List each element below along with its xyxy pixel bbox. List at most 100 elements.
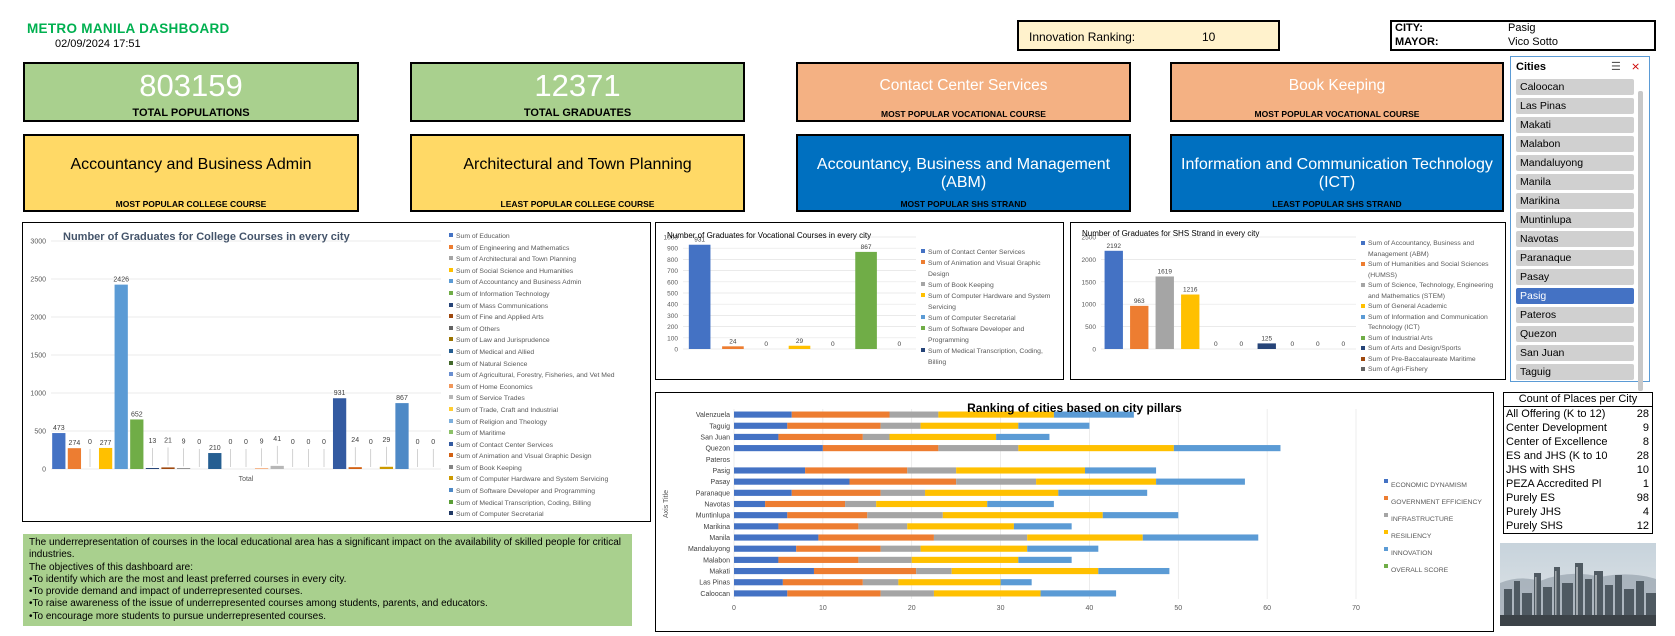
legend-item: INFRASTRUCTURE — [1384, 511, 1493, 528]
data-label: 1216 — [1183, 287, 1198, 294]
slicer-item-malabon[interactable]: Malabon — [1516, 136, 1634, 152]
tick-label: 30 — [997, 605, 1005, 612]
bar-segment — [987, 500, 1054, 508]
category-label: Navotas — [704, 502, 730, 509]
bar-segment — [734, 545, 797, 552]
slicer-item-taguig[interactable]: Taguig — [1516, 364, 1634, 380]
data-label: 0 — [1214, 341, 1218, 348]
slicer-scrollbar[interactable] — [1638, 91, 1643, 391]
legend-item: OVERALL SCORE — [1384, 562, 1493, 579]
bar — [98, 447, 113, 469]
tick-label: 1000 — [1082, 302, 1097, 309]
chart-legend: Sum of Accountancy, Business and Managem… — [1361, 239, 1503, 376]
legend-label: Sum of Agri-Fishery — [1368, 366, 1428, 373]
category-label: Manila — [709, 535, 730, 542]
legend-label: Sum of Medical Transcription, Coding, Bi… — [928, 348, 1043, 366]
slicer-item-paranaque[interactable]: Paranaque — [1516, 250, 1634, 266]
legend-label: Sum of Computer Secretarial — [928, 315, 1016, 322]
bar-segment — [996, 433, 1050, 441]
bar-segment — [858, 523, 908, 530]
data-label: 0 — [244, 439, 248, 446]
bar — [722, 346, 744, 349]
kpi-popular-vocational-2: Book Keeping MOST POPULAR VOCATIONAL COU… — [1170, 62, 1504, 122]
slicer-item-mandaluyong[interactable]: Mandaluyong — [1516, 155, 1634, 171]
category-label: Pasig — [712, 468, 730, 475]
objective-item: •To encourage more students to pursue un… — [29, 610, 327, 622]
legend-swatch — [921, 315, 925, 319]
bar-segment — [805, 467, 908, 474]
slicer-item-makati[interactable]: Makati — [1516, 117, 1634, 133]
city-skyline-image — [1500, 543, 1656, 626]
slicer-item-caloocan[interactable]: Caloocan — [1516, 79, 1634, 95]
legend-label: Sum of Others — [456, 325, 500, 333]
slicer-item-muntinlupa[interactable]: Muntinlupa — [1516, 212, 1634, 228]
slicer-item-pateros[interactable]: Pateros — [1516, 307, 1634, 323]
legend-item: Sum of Science, Technology, Engineering … — [1361, 281, 1503, 302]
vocational-chart-svg: 0 100 200 300 400 500 600 700 800 900 1000 931 24 0 29… — [664, 235, 916, 354]
tick-label: 100 — [667, 335, 678, 342]
slicer-item-quezon[interactable]: Quezon — [1516, 326, 1634, 342]
legend-label: Sum of Information and Communication Tec… — [1368, 313, 1488, 332]
bar-segment — [1058, 489, 1148, 496]
kpi-label: MOST POPULAR VOCATIONAL COURSE — [881, 109, 1046, 119]
legend-label: Sum of Animation and Visual Graphic Desi… — [928, 260, 1041, 278]
legend-swatch — [1361, 314, 1365, 319]
legend-item: Sum of Computer Hardware and System Serv… — [449, 474, 649, 486]
tick-label: 60 — [1263, 605, 1271, 612]
count-places-table: Count of Places per City All Offering (K… — [1503, 392, 1653, 534]
bar-segment — [880, 545, 921, 552]
data-label: 0 — [322, 439, 326, 446]
legend-item: Sum of Service Trades — [449, 393, 649, 405]
bar-segment — [911, 556, 1019, 563]
kpi-total-graduates: 12371 TOTAL GRADUATES — [410, 62, 745, 122]
slicer-item-pasay[interactable]: Pasay — [1516, 269, 1634, 285]
bar-segment — [1098, 567, 1170, 575]
multi-select-icon[interactable]: ☰ — [1611, 61, 1621, 73]
legend-swatch — [449, 325, 453, 330]
slicer-item-manila[interactable]: Manila — [1516, 174, 1634, 190]
innovation-ranking-box: Innovation Ranking: 10 — [1017, 20, 1280, 51]
legend-item: Sum of Social Science and Humanities — [449, 266, 649, 278]
bar-segment — [734, 445, 823, 452]
kpi-value: Book Keeping — [1288, 77, 1386, 94]
slicer-item-pasig[interactable]: Pasig — [1516, 288, 1634, 304]
legend-item: RESILIENCY — [1384, 528, 1493, 545]
objectives-intro: The underrepresentation of courses in th… — [29, 537, 622, 561]
legend-label: Sum of Accountancy, Business and Managem… — [1368, 240, 1475, 258]
bar-segment — [778, 556, 859, 563]
legend-label: Sum of Contact Center Services — [928, 249, 1026, 256]
legend-label: Sum of Software Developer and Programmin… — [928, 326, 1025, 344]
chart-legend: Sum of Education Sum of Engineering and M… — [449, 231, 649, 521]
slicer-item-san-juan[interactable]: San Juan — [1516, 345, 1634, 361]
bar-segment — [787, 590, 881, 597]
slicer-item-navotas[interactable]: Navotas — [1516, 231, 1634, 247]
bar-segment — [1013, 523, 1072, 530]
bar-segment — [734, 590, 788, 597]
legend-label: Sum of Architectural and Town Planning — [456, 256, 577, 264]
bar-segment — [1156, 478, 1245, 485]
bar — [114, 284, 128, 469]
clear-filter-icon[interactable]: ⨯ — [1631, 61, 1641, 73]
data-label: 277 — [100, 440, 112, 447]
legend-swatch — [449, 360, 453, 365]
category-label: Las Pinas — [699, 580, 730, 587]
bar-segment — [1142, 534, 1259, 541]
bar-segment — [862, 433, 890, 441]
data-label: 931 — [334, 390, 346, 397]
bar-segment — [734, 467, 806, 474]
legend-item: Sum of Animation and Visual Graphic Desi… — [921, 258, 1061, 280]
tick-label: 20 — [908, 605, 916, 612]
bar-segment — [1102, 512, 1179, 519]
data-label: 0 — [1239, 341, 1243, 348]
tick-label: 500 — [34, 429, 46, 436]
bar — [270, 465, 284, 469]
bar-segment — [925, 489, 1059, 496]
slicer-item-marikina[interactable]: Marikina — [1516, 193, 1634, 209]
legend-label: Sum of Engineering and Mathematics — [456, 244, 570, 252]
legend-label: OVERALL SCORE — [1391, 567, 1449, 574]
slicer-item-las-pinas[interactable]: Las Pinas — [1516, 98, 1634, 114]
legend-item: Sum of Medical and Allied — [449, 347, 649, 359]
table-row: JHS with SHS 10 — [1504, 463, 1652, 477]
kpi-label: MOST POPULAR SHS STRAND — [900, 199, 1027, 209]
row-label: Center Development — [1506, 422, 1607, 434]
